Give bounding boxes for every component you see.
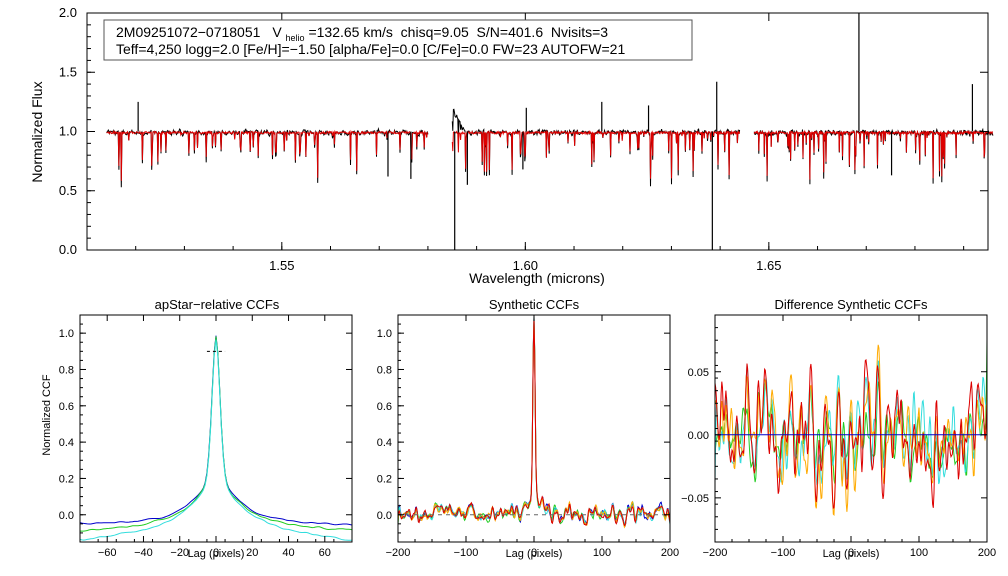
y-tick-label: 0.0 <box>59 510 74 522</box>
synthetic-ccf-xlabel: Lag (pixels) <box>506 548 563 560</box>
info-box-frame <box>103 19 693 61</box>
synthetic-ccf-title: Synthetic CCFs <box>489 297 580 312</box>
info-line-1: 2M09251072−0718051 V helio =132.65 km/s … <box>116 24 608 44</box>
synthetic-ccf-line <box>397 320 671 526</box>
observed-spectrum-line <box>106 127 429 188</box>
synthetic-ccf-ticks-group: −200 −100 0 100 200 0.0 0.2 0.4 0.6 0.8 1.0 <box>377 315 679 559</box>
spectrum-series-group <box>106 13 994 250</box>
y-tick-label: 1.0 <box>59 124 77 139</box>
spectrum-xlabel: Wavelength (microns) <box>469 270 605 286</box>
y-tick-label: 0.6 <box>59 401 74 413</box>
model-spectrum-line <box>451 129 741 179</box>
synthetic-ccf-line <box>397 316 671 528</box>
spectrum-ylabel: Normalized Flux <box>29 81 45 182</box>
info-star-id: 2M09251072−0718051 <box>116 24 261 40</box>
x-tick-label: −60 <box>98 547 117 559</box>
x-tick-label: −40 <box>134 547 153 559</box>
synthetic-ccf-series-group <box>397 316 671 529</box>
y-tick-label: 1.0 <box>377 328 392 340</box>
difference-ccf-ticks-group: −200 −100 0 100 200 −0.05 0.00 0.05 <box>681 314 996 559</box>
difference-ccf-xlabel: Lag (pixels) <box>823 548 880 560</box>
x-tick-label: 60 <box>319 547 331 559</box>
difference-ccf-line <box>714 358 988 509</box>
y-tick-label: 0.8 <box>377 364 392 376</box>
apstar-ccf-title: apStar−relative CCFs <box>155 297 280 312</box>
difference-ccf-series-group <box>714 339 988 516</box>
y-tick-label: 0.5 <box>59 183 77 198</box>
y-tick-label: 2.0 <box>59 5 77 20</box>
x-tick-label: 0 <box>848 547 854 559</box>
x-tick-label: 100 <box>593 547 611 559</box>
y-tick-label: 1.0 <box>59 328 74 340</box>
info-vhelio-subscript: helio <box>286 33 305 43</box>
x-tick-label: −20 <box>170 547 189 559</box>
apstar-ccf-ylabel: Normalized CCF <box>41 374 53 456</box>
observed-spectrum-line <box>451 108 741 187</box>
model-spectrum-line <box>753 129 993 180</box>
y-tick-label: 0.0 <box>59 242 77 257</box>
info-line-2: Teff=4,250 logg=2.0 [Fe/H]=−1.50 [alpha/… <box>116 41 625 57</box>
apstar-ccf-line <box>79 339 352 541</box>
y-tick-label: 0.6 <box>377 401 392 413</box>
y-tick-label: 0.8 <box>59 364 74 376</box>
y-tick-label: 1.5 <box>59 64 77 79</box>
y-tick-label: 0.2 <box>59 473 74 485</box>
x-tick-label: 0 <box>531 547 537 559</box>
y-tick-label: 0.4 <box>377 437 392 449</box>
synthetic-ccf-panel: Synthetic CCFs −200 −100 0 100 200 0.0 0.2 0.4 0… <box>377 297 679 560</box>
apstar-ccf-xlabel: Lag (pixels) <box>188 548 245 560</box>
x-tick-label: 200 <box>978 547 996 559</box>
y-tick-label: −0.05 <box>681 493 709 505</box>
apstar-ccf-line <box>80 336 353 532</box>
difference-ccf-title: Difference Synthetic CCFs <box>775 297 928 312</box>
x-tick-label: −100 <box>771 547 796 559</box>
x-tick-label: −100 <box>454 547 479 559</box>
info-line1-values: =132.65 km/s chisq=9.05 S/N=401.6 Nvisit… <box>308 24 608 40</box>
synthetic-ccf-line <box>397 318 671 527</box>
info-box: 2M09251072−0718051 V helio =132.65 km/s … <box>103 19 693 61</box>
y-tick-label: 0.2 <box>377 473 392 485</box>
x-tick-label: 40 <box>282 547 294 559</box>
difference-ccf-panel: Difference Synthetic CCFs −200 −100 0 100 20… <box>681 297 996 560</box>
x-tick-label: 200 <box>661 547 679 559</box>
apstar-ccf-panel: apStar−relative CCFs −60 −40 −20 0 20 40 60 0.0… <box>41 297 353 560</box>
y-tick-label: 0.05 <box>688 367 709 379</box>
x-tick-label: −200 <box>703 547 728 559</box>
x-tick-label: 1.60 <box>513 258 538 273</box>
model-spectrum-line <box>106 129 429 181</box>
x-tick-label: 0 <box>213 547 219 559</box>
apstar-ccf-frame <box>79 314 353 543</box>
synthetic-ccf-line <box>397 320 671 529</box>
y-tick-label: 0.0 <box>377 510 392 522</box>
apstar-ccf-line <box>79 335 353 526</box>
y-tick-label: 0.00 <box>688 430 709 442</box>
info-vhelio-symbol: V <box>272 24 282 40</box>
x-tick-label: −200 <box>386 547 411 559</box>
spectrum-panel: 1.55 1.60 1.65 0.0 0.5 1.0 1.5 2.0 Wavelength (… <box>29 5 994 286</box>
apstar-ccf-ticks-group: −60 −40 −20 0 20 40 60 0.0 0.2 0.4 0.6 0.8 1.0 <box>59 315 353 559</box>
spectrum-ticks-group: 1.55 1.60 1.65 0.0 0.5 1.0 1.5 2.0 <box>59 5 988 273</box>
x-tick-label: 20 <box>246 547 258 559</box>
apstar-ccf-series-group <box>79 335 353 541</box>
synthetic-ccf-line <box>397 316 671 526</box>
x-tick-label: 1.65 <box>756 258 781 273</box>
y-tick-label: 0.4 <box>59 437 74 449</box>
x-tick-label: 100 <box>910 547 928 559</box>
x-tick-label: 1.55 <box>269 258 294 273</box>
